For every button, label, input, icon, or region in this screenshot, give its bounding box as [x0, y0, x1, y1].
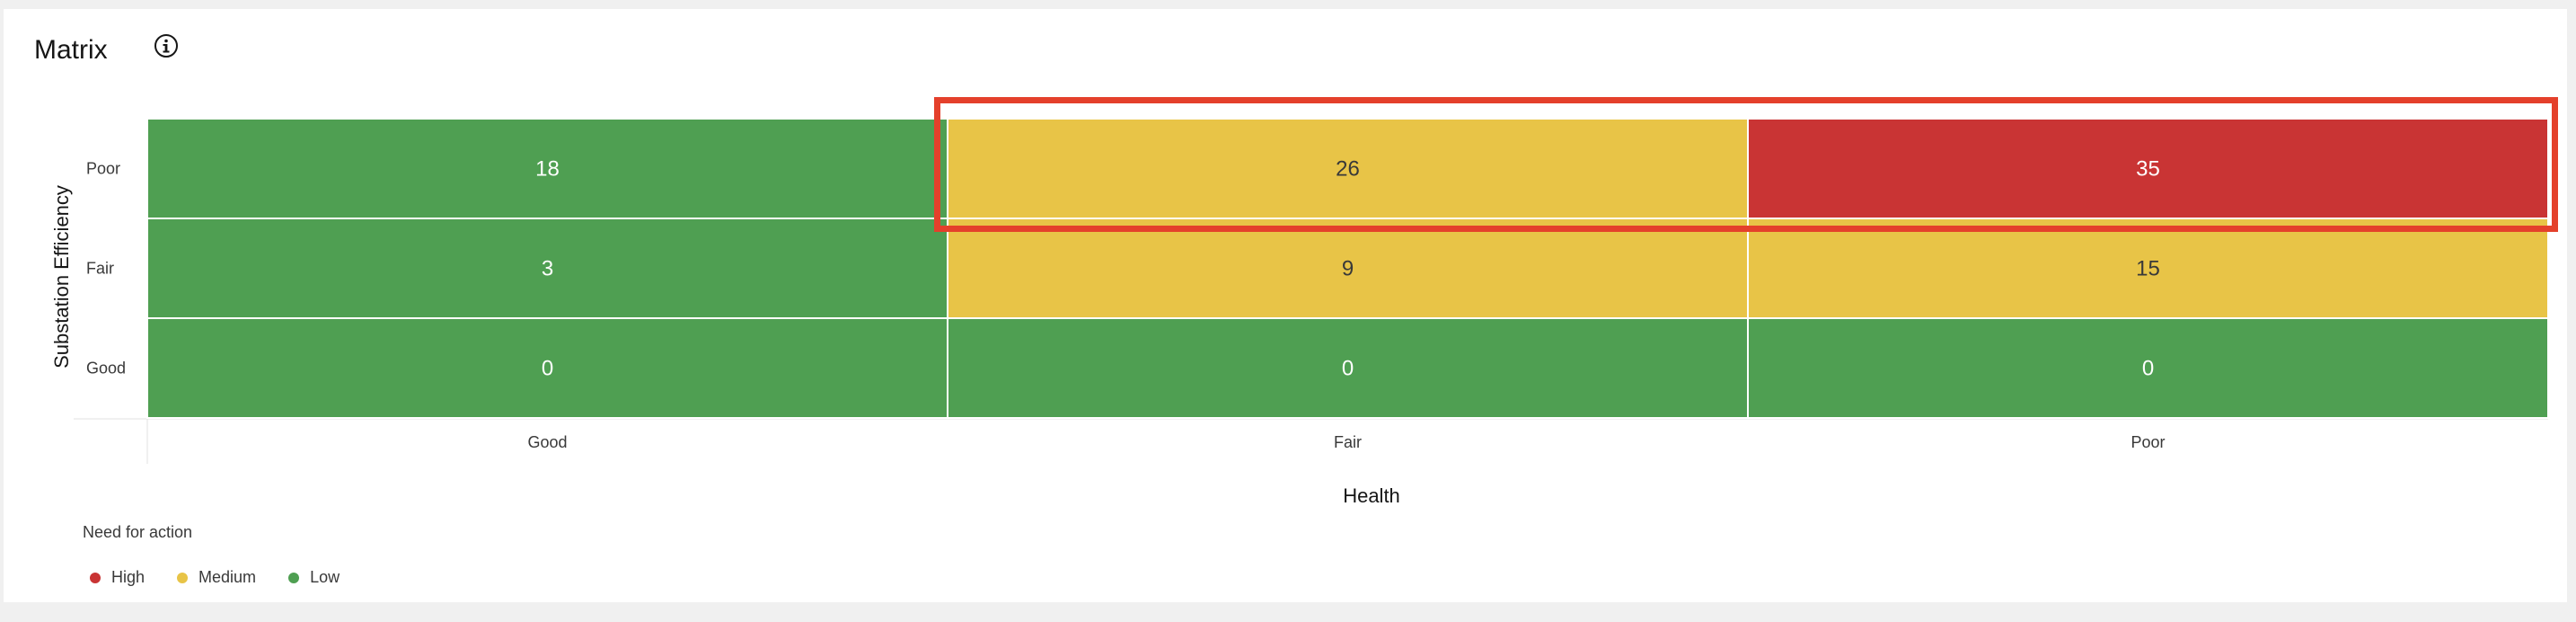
x-tick-label: Good — [527, 433, 567, 451]
card-title: Matrix — [34, 35, 108, 65]
cell-value-label: 3 — [542, 257, 553, 281]
cell-value-label: 35 — [2136, 157, 2160, 182]
heatmap-cell-poor-poor — [1747, 118, 2549, 219]
cell-value-label: 26 — [1336, 157, 1360, 182]
legend-item-low[interactable]: Low — [288, 568, 340, 587]
heatmap-cell-fair-good — [146, 218, 948, 319]
cell-value-label: 9 — [1342, 257, 1354, 281]
legend-swatch-low — [288, 572, 300, 583]
x-tick-label: Poor — [2130, 433, 2165, 451]
info-icon[interactable] — [153, 32, 180, 59]
legend-title: Need for action — [83, 523, 193, 541]
legend-swatch-medium — [177, 572, 189, 583]
y-tick-label: Good — [86, 360, 126, 378]
heatmap-cell-good-good — [146, 317, 948, 419]
legend-label-low: Low — [310, 568, 340, 586]
heatmap-cell-good-poor — [1747, 317, 2549, 419]
heatmap-cell-poor-good — [146, 118, 948, 219]
heatmap-cell-poor-fair — [947, 118, 1749, 219]
legend: High Medium Low — [90, 568, 340, 587]
legend-label-medium: Medium — [198, 568, 257, 586]
cell-value-label: 0 — [1342, 357, 1354, 381]
cell-value-label: 0 — [542, 357, 553, 381]
legend-label-high: High — [111, 568, 146, 586]
y-tick-label: Fair — [86, 260, 114, 278]
legend-item-medium[interactable]: Medium — [177, 568, 256, 587]
cell-value-label: 15 — [2136, 257, 2160, 281]
legend-item-high[interactable]: High — [90, 568, 145, 587]
cell-value-label: 18 — [535, 157, 560, 182]
legend-swatch-high — [90, 572, 101, 583]
heatmap-cell-good-fair — [947, 317, 1749, 419]
cell-value-label: 0 — [2142, 357, 2154, 381]
x-axis-title: Health — [1343, 484, 1400, 507]
y-axis-title: Substation Efficiency — [50, 185, 73, 369]
x-tick-label: Fair — [1334, 433, 1362, 451]
y-tick-label: Poor — [86, 160, 120, 178]
card-header: Matrix — [34, 34, 108, 67]
